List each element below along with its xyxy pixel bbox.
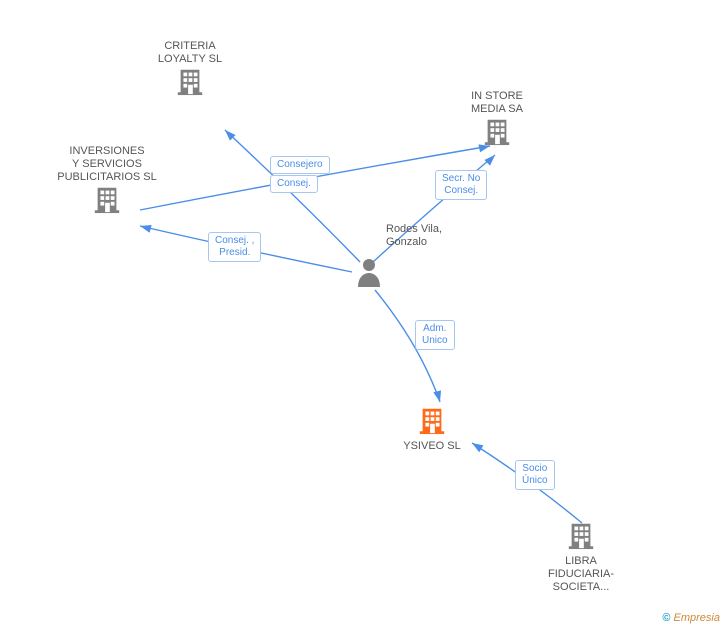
- building-icon: [417, 405, 447, 435]
- arrowhead-icon: [139, 222, 152, 233]
- node-label: CRITERIALOYALTY SL: [130, 40, 250, 66]
- edge-label-libra-to-ysiveo: SocioÚnico: [515, 460, 555, 490]
- node-label: LIBRAFIDUCIARIA-SOCIETA...: [521, 555, 641, 594]
- node-instore[interactable]: IN STOREMEDIA SA: [437, 90, 557, 151]
- building-icon: [175, 66, 205, 96]
- building-icon: [482, 116, 512, 146]
- building-icon: [92, 184, 122, 214]
- copyright: © Empresia: [662, 612, 720, 624]
- arrowhead-icon: [433, 390, 444, 403]
- node-criteria[interactable]: CRITERIALOYALTY SL: [130, 40, 250, 101]
- node-label: YSIVEO SL: [372, 440, 492, 453]
- diagram-stage: CRITERIALOYALTY SL IN STOREMEDIA SA INVE…: [0, 0, 728, 630]
- edge-label-person-to-inversiones: Consej. ,Presid.: [208, 232, 261, 262]
- copyright-brand: Empresia: [674, 612, 720, 624]
- node-inversiones[interactable]: INVERSIONESY SERVICIOSPUBLICITARIOS SL: [47, 145, 167, 219]
- person-icon: [356, 257, 382, 287]
- edge-label-person-to-instore: Secr. NoConsej.: [435, 170, 487, 200]
- edge-label-inversiones-to-instore: Consej.: [270, 175, 318, 193]
- edge-label-person-to-criteria: Consejero: [270, 156, 330, 174]
- node-label: INVERSIONESY SERVICIOSPUBLICITARIOS SL: [47, 145, 167, 184]
- node-ysiveo[interactable]: YSIVEO SL: [372, 405, 492, 453]
- edge-label-person-to-ysiveo: Adm.Unico: [415, 320, 455, 350]
- node-label: IN STOREMEDIA SA: [437, 90, 557, 116]
- node-label: Rodes Vila,Gonzalo: [386, 223, 476, 249]
- node-libra[interactable]: LIBRAFIDUCIARIA-SOCIETA...: [521, 520, 641, 594]
- arrowhead-icon: [484, 152, 497, 165]
- building-icon: [566, 520, 596, 550]
- arrowhead-icon: [222, 127, 235, 140]
- node-person[interactable]: Rodes Vila,Gonzalo: [356, 257, 382, 292]
- copyright-symbol: ©: [662, 612, 670, 624]
